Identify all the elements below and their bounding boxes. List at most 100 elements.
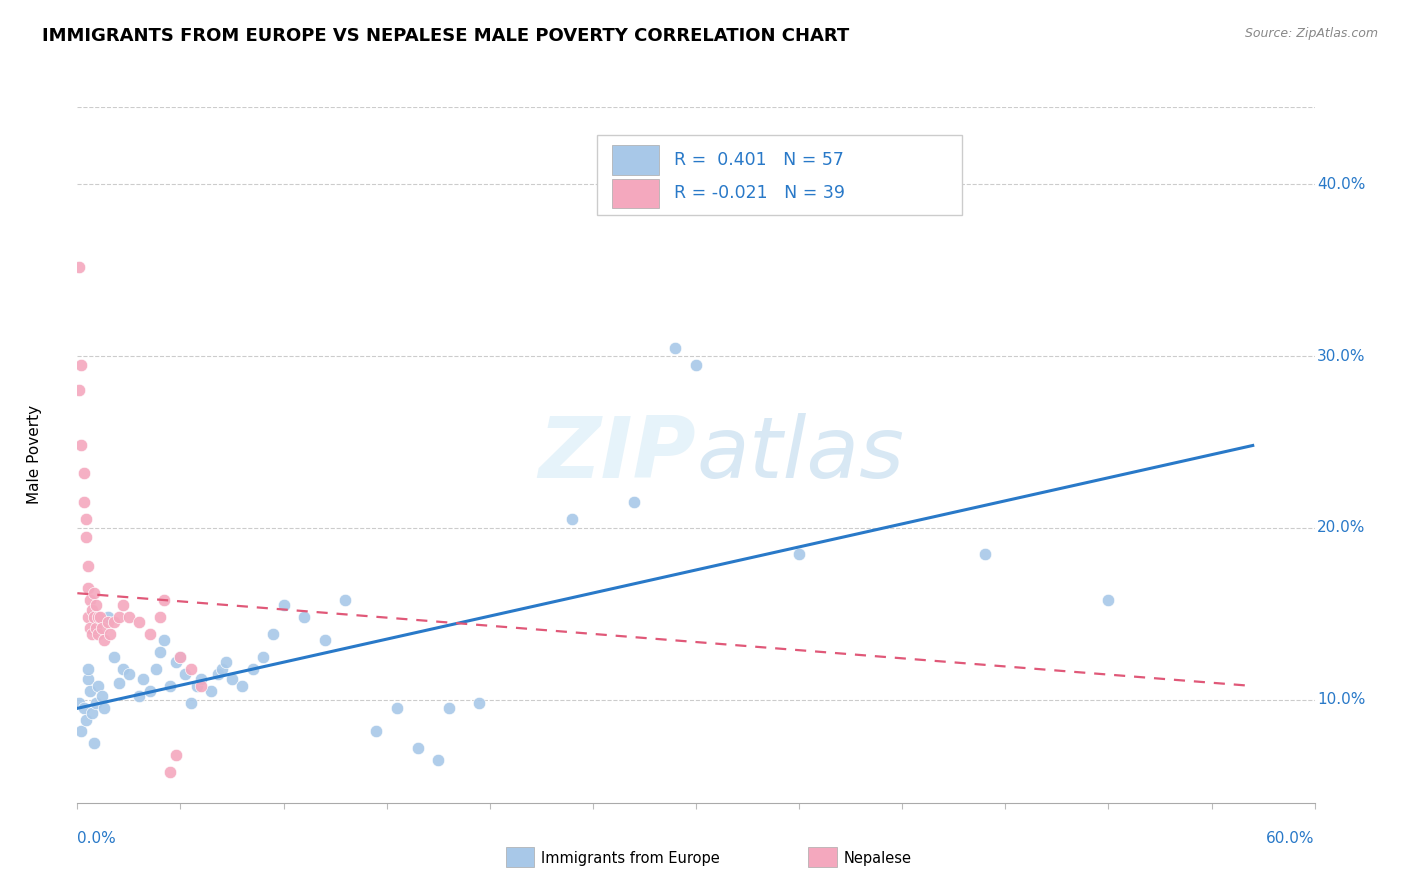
Point	[83, 610, 105, 624]
Bar	[612, 145, 659, 175]
Point	[75, 714, 97, 728]
Point	[128, 690, 150, 704]
Point	[80, 706, 103, 721]
Point	[91, 690, 114, 704]
Point	[91, 621, 114, 635]
Point	[84, 599, 107, 613]
Point	[76, 610, 98, 624]
Text: IMMIGRANTS FROM EUROPE VS NEPALESE MALE POVERTY CORRELATION CHART: IMMIGRANTS FROM EUROPE VS NEPALESE MALE …	[42, 27, 849, 45]
Point	[72, 466, 94, 480]
Text: R =  0.401   N = 57: R = 0.401 N = 57	[673, 151, 844, 169]
Point	[165, 655, 187, 669]
Point	[159, 764, 181, 779]
Point	[153, 593, 176, 607]
Point	[190, 672, 212, 686]
Point	[111, 599, 134, 613]
Text: Source: ZipAtlas.com: Source: ZipAtlas.com	[1244, 27, 1378, 40]
Point	[103, 649, 125, 664]
Point	[79, 621, 101, 635]
Point	[76, 558, 98, 573]
Text: 40.0%: 40.0%	[1317, 177, 1365, 192]
Point	[75, 529, 97, 543]
Point	[231, 679, 253, 693]
Text: Male Poverty: Male Poverty	[27, 405, 42, 505]
Point	[67, 384, 90, 398]
Text: Nepalese: Nepalese	[844, 851, 911, 865]
Point	[138, 627, 160, 641]
Point	[366, 723, 388, 738]
Point	[70, 358, 93, 372]
Point	[190, 679, 212, 693]
Point	[107, 610, 129, 624]
Point	[169, 649, 191, 664]
Point	[406, 740, 429, 755]
Text: 30.0%: 30.0%	[1317, 349, 1365, 364]
Point	[97, 615, 120, 630]
Point	[215, 655, 238, 669]
Point	[72, 701, 94, 715]
Text: 60.0%: 60.0%	[1267, 830, 1315, 846]
Point	[118, 667, 141, 681]
Bar	[612, 178, 659, 208]
Point	[79, 684, 101, 698]
Text: atlas: atlas	[696, 413, 904, 497]
Point	[169, 649, 191, 664]
Point	[468, 696, 491, 710]
Point	[67, 696, 90, 710]
Point	[87, 610, 110, 624]
Point	[1097, 593, 1119, 607]
Point	[80, 603, 103, 617]
Point	[335, 593, 357, 607]
Point	[72, 495, 94, 509]
Point	[385, 701, 408, 715]
Point	[132, 672, 155, 686]
Point	[159, 679, 181, 693]
Point	[149, 610, 172, 624]
Point	[138, 684, 160, 698]
Point	[561, 512, 583, 526]
Point	[84, 696, 107, 710]
Point	[973, 547, 995, 561]
Point	[83, 736, 105, 750]
Point	[93, 632, 115, 647]
Point	[685, 358, 707, 372]
Point	[107, 675, 129, 690]
Text: ZIP: ZIP	[538, 413, 696, 497]
Point	[79, 593, 101, 607]
Point	[186, 679, 208, 693]
Point	[273, 599, 295, 613]
Point	[76, 672, 98, 686]
Point	[84, 621, 107, 635]
Point	[67, 260, 90, 274]
Point	[180, 696, 202, 710]
Point	[221, 672, 243, 686]
Point	[292, 610, 315, 624]
Point	[83, 586, 105, 600]
Point	[200, 684, 222, 698]
Point	[180, 662, 202, 676]
Point	[787, 547, 810, 561]
Point	[87, 627, 110, 641]
Point	[173, 667, 195, 681]
Point	[242, 662, 264, 676]
Point	[103, 615, 125, 630]
Point	[70, 723, 93, 738]
Point	[89, 610, 111, 624]
Point	[93, 701, 115, 715]
Point	[97, 610, 120, 624]
Point	[664, 341, 686, 355]
Text: Immigrants from Europe: Immigrants from Europe	[541, 851, 720, 865]
FancyBboxPatch shape	[598, 135, 962, 215]
Point	[75, 512, 97, 526]
Point	[111, 662, 134, 676]
Point	[76, 662, 98, 676]
Point	[153, 632, 176, 647]
Point	[80, 627, 103, 641]
Point	[128, 615, 150, 630]
Point	[623, 495, 645, 509]
Text: 0.0%: 0.0%	[77, 830, 117, 846]
Point	[437, 701, 460, 715]
Point	[70, 438, 93, 452]
Point	[252, 649, 274, 664]
Text: R = -0.021   N = 39: R = -0.021 N = 39	[673, 185, 845, 202]
